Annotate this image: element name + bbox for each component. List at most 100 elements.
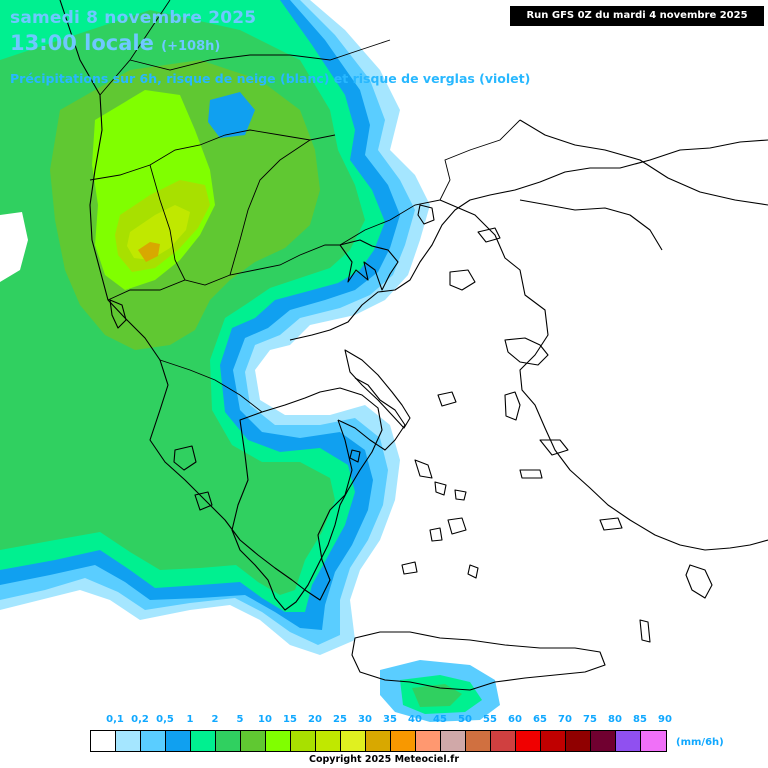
halkidiki xyxy=(339,239,399,291)
legend-unit: (mm/6h) xyxy=(676,737,724,748)
legend-swatch xyxy=(466,731,491,751)
coastlines xyxy=(59,0,768,691)
borders xyxy=(89,0,521,413)
legend-swatch xyxy=(91,731,116,751)
turkey-inner xyxy=(519,119,768,206)
aegina-island xyxy=(349,449,361,463)
evia-island xyxy=(344,349,411,429)
map-description: Précipitations sur 6h, risque de neige (… xyxy=(10,71,531,86)
forecast-date: samedi 8 novembre 2025 xyxy=(10,8,257,28)
precip-zone-albania-sea xyxy=(0,212,28,282)
legend-label: 65 xyxy=(533,714,547,725)
legend-swatch xyxy=(441,731,466,751)
legend-swatch xyxy=(566,731,591,751)
legend-swatch xyxy=(316,731,341,751)
legend-label: 90 xyxy=(658,714,672,725)
legend-swatch xyxy=(491,731,516,751)
legend-label: 40 xyxy=(408,714,422,725)
border-turkey-greece xyxy=(439,119,521,201)
border-inner-greece xyxy=(159,359,263,413)
peloponnese-coast xyxy=(231,387,383,611)
legend-swatch xyxy=(241,731,266,751)
precip-zone-north-blob xyxy=(208,92,255,138)
legend-label: 0,2 xyxy=(131,714,149,725)
border-bulgaria xyxy=(339,199,441,246)
legend-swatch xyxy=(416,731,441,751)
legend-label: 85 xyxy=(633,714,647,725)
legend-color-scale xyxy=(90,730,667,752)
legend-swatch xyxy=(366,731,391,751)
border-balkans-3 xyxy=(229,139,311,276)
precip-zone-30 xyxy=(138,242,160,262)
legend-label: 30 xyxy=(358,714,372,725)
forecast-local-time: 13:00 locale xyxy=(10,31,154,55)
lemnos-island xyxy=(449,269,476,291)
cyclades-tinos xyxy=(434,481,447,496)
border-serbia xyxy=(99,0,171,96)
kefalonia-island xyxy=(173,445,197,471)
legend-label: 25 xyxy=(333,714,347,725)
legend-swatch xyxy=(641,731,666,751)
cyclades-mykonos xyxy=(454,489,467,501)
ikaria-island xyxy=(519,469,543,479)
legend-label: 2 xyxy=(211,714,219,725)
crete-coast xyxy=(351,631,606,691)
precip-zone-crete-inner xyxy=(412,684,462,707)
attica-coast xyxy=(337,377,406,451)
legend-label: 10 xyxy=(258,714,272,725)
aegean-north-coast xyxy=(289,139,768,341)
cyclades-paros xyxy=(429,527,443,542)
skyros-island xyxy=(437,391,457,407)
legend-swatch xyxy=(341,731,366,751)
legend-swatch xyxy=(216,731,241,751)
chios-island xyxy=(504,391,521,421)
dodecanese-karpathos xyxy=(639,619,651,643)
legend-label: 70 xyxy=(558,714,572,725)
cyclades-andros xyxy=(414,459,433,479)
border-balkans-1 xyxy=(89,129,336,181)
forecast-time: 13:00 locale (+108h) xyxy=(10,31,220,55)
legend-label: 0,5 xyxy=(156,714,174,725)
sea-of-marmara xyxy=(519,199,663,251)
zakynthos-island xyxy=(194,491,213,511)
cyclades-milos xyxy=(401,561,418,575)
legend-swatch xyxy=(191,731,216,751)
legend-swatch xyxy=(616,731,641,751)
balkan-west-coast xyxy=(59,0,353,601)
legend-swatch xyxy=(141,731,166,751)
legend-swatch xyxy=(166,731,191,751)
cyclades-naxos xyxy=(447,517,467,535)
legend-label: 0,1 xyxy=(106,714,124,725)
turkey-coast xyxy=(439,199,768,551)
precip-zone-25 xyxy=(127,205,190,260)
corfu-island xyxy=(109,299,127,329)
dodecanese-kos xyxy=(599,517,623,531)
legend-labels: 0,1 0,2 0,5 1 2 5 10 15 20 25 30 35 40 45 50 55 60 65 70 75… xyxy=(90,714,690,728)
legend-swatch xyxy=(391,731,416,751)
legend-label: 35 xyxy=(383,714,397,725)
legend-label: 1 xyxy=(186,714,194,725)
thasos-island xyxy=(417,204,435,225)
forecast-lead-time: (+108h) xyxy=(161,39,221,54)
legend-swatch xyxy=(266,731,291,751)
legend-label: 5 xyxy=(236,714,244,725)
legend-label: 50 xyxy=(458,714,472,725)
model-run-label: Run GFS 0Z du mardi 4 novembre 2025 xyxy=(510,6,764,26)
legend-label: 80 xyxy=(608,714,622,725)
legend-swatch xyxy=(591,731,616,751)
precipitation-field xyxy=(0,0,500,722)
legend-swatch xyxy=(541,731,566,751)
legend-swatch xyxy=(116,731,141,751)
rhodes-island xyxy=(685,564,713,599)
legend-label: 20 xyxy=(308,714,322,725)
chalkidiki-north xyxy=(477,227,501,243)
legend-label: 60 xyxy=(508,714,522,725)
legend-label: 55 xyxy=(483,714,497,725)
legend-label: 45 xyxy=(433,714,447,725)
legend-label: 15 xyxy=(283,714,297,725)
legend-label: 75 xyxy=(583,714,597,725)
border-balkans-2 xyxy=(149,164,186,281)
border-romania xyxy=(129,39,391,71)
lesbos-island xyxy=(504,337,549,366)
